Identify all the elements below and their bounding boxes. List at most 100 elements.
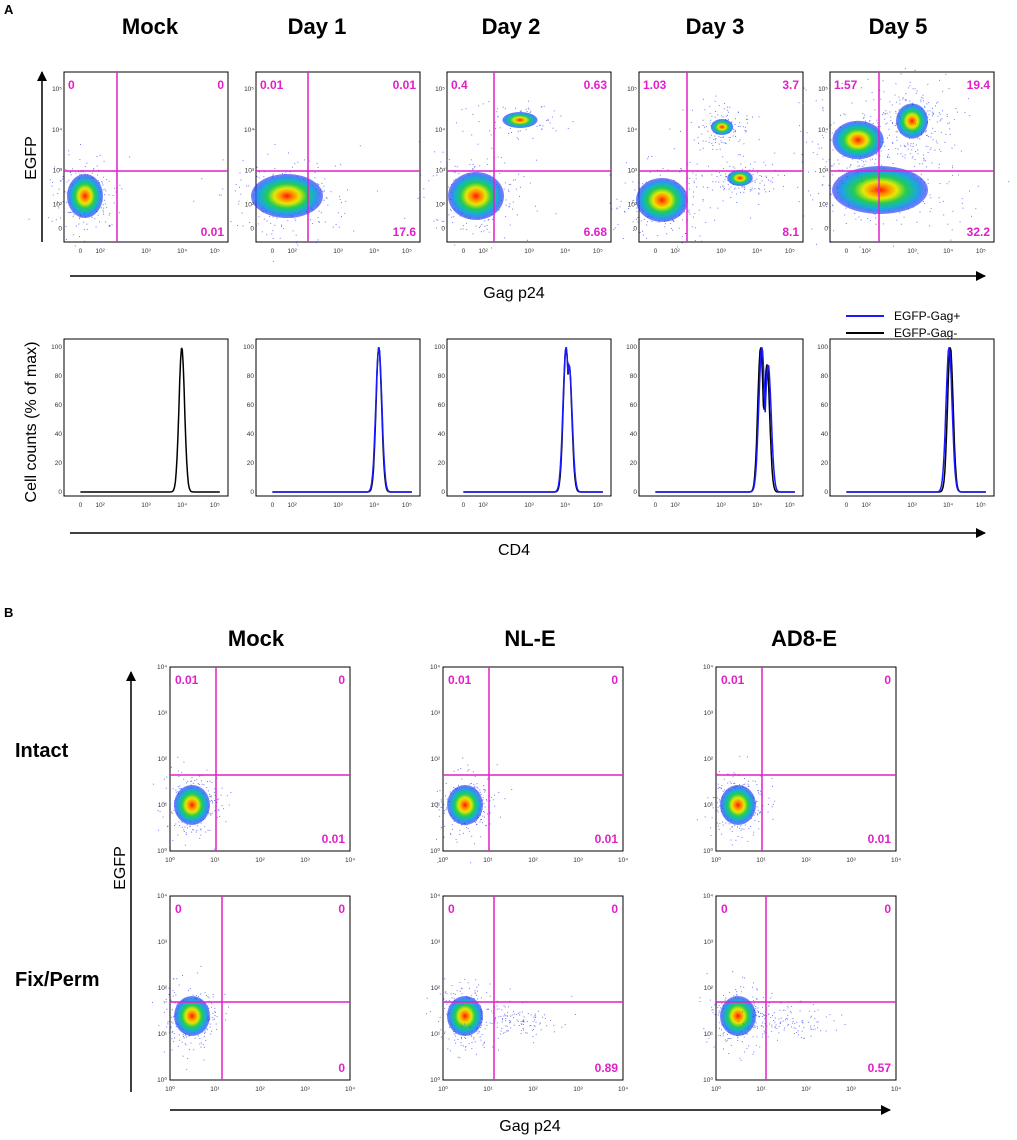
event-dot: [497, 116, 499, 118]
event-dot: [553, 1024, 555, 1026]
event-dot: [926, 166, 928, 168]
event-dot: [281, 226, 282, 228]
legend-gag-pos-label: EGFP-Gag+: [894, 309, 960, 323]
event-dot: [104, 199, 106, 201]
y-tick-label: 40: [630, 431, 638, 438]
event-dot: [453, 997, 455, 999]
event-dot: [727, 1038, 729, 1040]
event-dot: [645, 181, 647, 183]
event-dot: [533, 1029, 534, 1030]
event-dot: [907, 142, 909, 144]
y-tick-label: 10³: [158, 939, 168, 946]
event-dot: [755, 1022, 757, 1024]
quadrant-upper-right: 0: [611, 673, 618, 687]
event-dot: [737, 1037, 739, 1039]
event-dot: [758, 828, 760, 830]
event-dot: [97, 174, 98, 176]
event-dot: [936, 121, 938, 123]
event-dot: [637, 187, 639, 189]
event-dot: [212, 993, 214, 995]
event-dot: [803, 1037, 805, 1039]
event-dot: [72, 216, 74, 218]
event-dot: [508, 206, 510, 208]
event-dot: [67, 211, 69, 213]
event-dot: [465, 1046, 467, 1048]
event-dot: [753, 831, 755, 833]
event-dot: [446, 807, 447, 809]
event-dot: [808, 1010, 810, 1012]
event-dot: [157, 810, 159, 812]
x-tick-label: 10²: [255, 1086, 265, 1093]
y-tick-label: 10⁴: [435, 127, 445, 134]
event-dot: [242, 225, 244, 227]
x-tick-label: 10³: [846, 1086, 856, 1093]
event-dot: [637, 221, 639, 223]
event-dot: [453, 770, 455, 772]
event-dot: [727, 782, 729, 784]
event-dot: [222, 159, 224, 161]
event-dot: [199, 1037, 201, 1039]
event-dot: [919, 163, 921, 165]
event-dot: [62, 178, 64, 180]
event-dot: [106, 179, 108, 181]
event-dot: [855, 218, 857, 220]
event-dot: [709, 105, 711, 107]
b-row-label-fixperm: Fix/Perm: [15, 969, 99, 991]
event-dot: [742, 976, 744, 978]
event-dot: [755, 1006, 757, 1008]
event-dot: [894, 94, 896, 96]
event-dot: [757, 813, 758, 815]
event-dot: [889, 101, 891, 103]
gag-pos-curve: [846, 347, 986, 493]
event-dot: [484, 806, 486, 808]
event-dot: [905, 100, 907, 102]
y-tick-label: 0: [58, 489, 62, 496]
event-dot: [731, 844, 733, 846]
event-dot: [732, 776, 734, 778]
event-dot: [818, 193, 820, 195]
event-dot: [722, 181, 724, 183]
event-dot: [57, 193, 59, 194]
event-dot: [115, 191, 117, 193]
event-dot: [864, 114, 866, 116]
event-dot: [437, 806, 438, 808]
event-dot: [753, 1004, 755, 1006]
event-dot: [486, 1024, 488, 1026]
event-dot: [179, 1039, 181, 1041]
event-dot: [715, 111, 717, 112]
event-dot: [539, 1023, 541, 1025]
main-population-density: [67, 174, 103, 218]
event-dot: [200, 1046, 202, 1048]
event-dot: [862, 248, 864, 250]
event-dot: [476, 823, 478, 825]
event-dot: [235, 184, 237, 185]
event-dot: [484, 789, 486, 791]
event-dot: [504, 1013, 506, 1015]
event-dot: [702, 119, 704, 121]
x-tick-label: 10⁴: [943, 502, 953, 509]
event-dot: [104, 194, 106, 196]
event-dot: [858, 216, 860, 218]
event-dot: [814, 1010, 816, 1012]
event-dot: [808, 171, 809, 173]
event-dot: [829, 1014, 831, 1016]
event-dot: [947, 123, 949, 124]
x-tick-label: 10⁴: [891, 1086, 901, 1093]
event-dot: [801, 1020, 803, 1022]
event-dot: [316, 163, 318, 165]
event-dot: [753, 1000, 755, 1002]
event-dot: [950, 239, 952, 241]
event-dot: [744, 1051, 746, 1053]
event-dot: [834, 130, 836, 132]
event-dot: [498, 1049, 499, 1051]
event-dot: [192, 994, 194, 996]
event-dot: [724, 188, 725, 189]
event-dot: [491, 247, 492, 249]
event-dot: [744, 783, 746, 785]
panel-b-egfp-label: EGFP: [112, 846, 129, 890]
event-dot: [309, 160, 311, 162]
event-dot: [782, 185, 784, 187]
event-dot: [771, 992, 773, 994]
